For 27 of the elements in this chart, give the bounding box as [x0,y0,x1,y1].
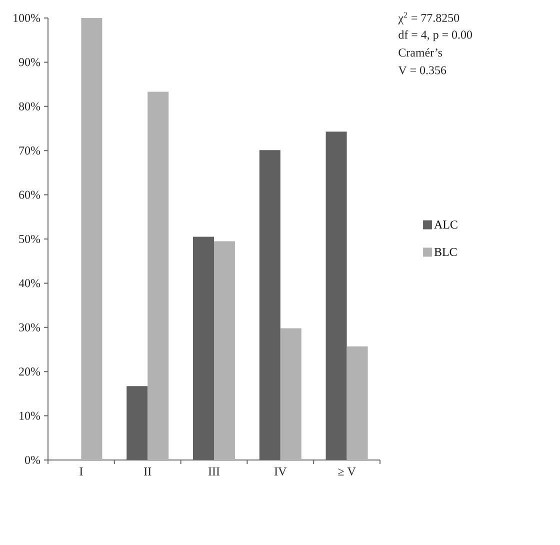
bar [148,92,169,460]
x-tick-label: IV [274,468,287,476]
legend-label: ALC [434,220,458,229]
bar [214,241,236,460]
x-tick-label: II [144,468,152,476]
y-tick-label: 40% [18,279,40,288]
x-tick-label: III [208,468,220,476]
text: df = 4, p = 0.00 [398,30,472,42]
bar [346,346,368,460]
y-tick-label: 30% [19,323,40,332]
y-tick-label: 10% [20,412,40,420]
y-tick-label: 20% [19,368,40,376]
text: χ$^{2}$ = 77.8250 [398,12,460,24]
text: Cramér’s [398,48,442,57]
y-tick-label: 90% [18,58,40,66]
bar [280,328,302,460]
x-tick-label: I [80,468,83,476]
y-tick-label: 70% [19,146,40,155]
legend-label: BLC [434,248,457,256]
y-tick-label: 50% [19,234,40,244]
y-tick-label: 80% [19,102,40,110]
x-tick-label: ≥ V [338,468,356,476]
y-tick-label: 60% [19,190,40,199]
y-tick-label: 100% [14,14,40,22]
bar [81,18,102,460]
text: V = 0.356 [398,66,446,74]
y-tick-label: 0% [24,456,40,464]
